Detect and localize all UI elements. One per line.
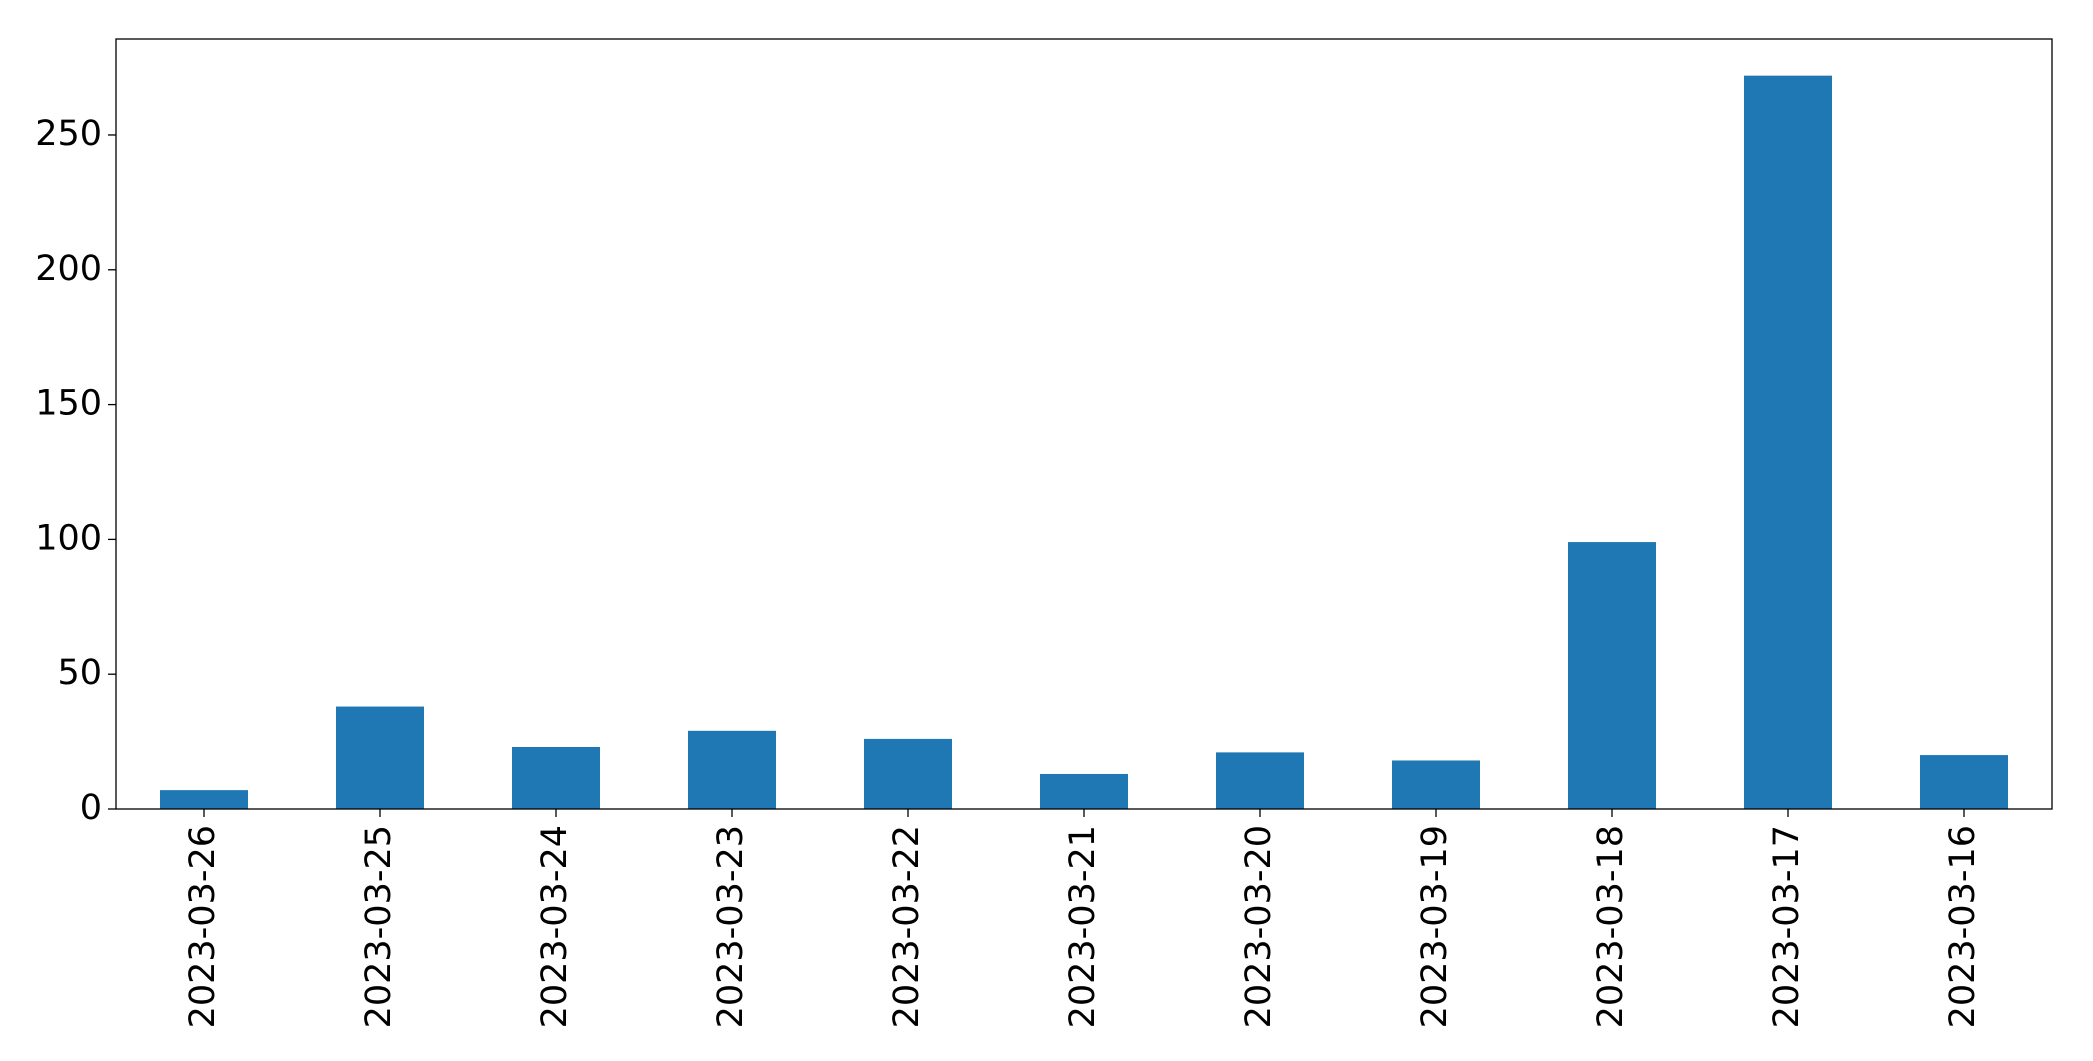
- plot-frame: [115, 38, 2053, 810]
- bar: [512, 746, 600, 809]
- x-tick-label: 2023-03-22: [887, 825, 927, 1028]
- bar: [864, 738, 952, 809]
- y-tick-label: 100: [35, 518, 102, 558]
- y-tick-label: 250: [35, 114, 102, 154]
- y-tick-label: 200: [35, 249, 102, 289]
- bar: [1392, 760, 1480, 809]
- bar: [1040, 773, 1128, 809]
- y-tick-label: 0: [80, 788, 102, 828]
- x-tick-label: 2023-03-23: [711, 825, 751, 1028]
- y-tick-label: 150: [35, 384, 102, 424]
- bar: [1568, 542, 1656, 809]
- x-tick-label: 2023-03-25: [359, 825, 399, 1028]
- x-tick-label: 2023-03-20: [1239, 825, 1279, 1028]
- x-tick-label: 2023-03-17: [1767, 825, 1807, 1028]
- bar: [688, 730, 776, 809]
- x-tick-label: 2023-03-26: [183, 825, 223, 1028]
- bar: [1216, 752, 1304, 809]
- bar: [160, 790, 248, 809]
- bar: [1920, 755, 2008, 809]
- x-tick-label: 2023-03-21: [1063, 825, 1103, 1028]
- x-tick-label: 2023-03-19: [1415, 825, 1455, 1028]
- bar: [1744, 75, 1832, 809]
- x-tick-label: 2023-03-16: [1943, 825, 1983, 1028]
- x-tick-label: 2023-03-24: [535, 825, 575, 1028]
- bar: [336, 706, 424, 809]
- y-tick-label: 50: [57, 653, 102, 693]
- x-tick-label: 2023-03-18: [1591, 825, 1631, 1028]
